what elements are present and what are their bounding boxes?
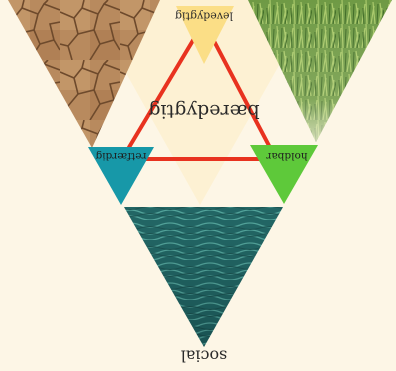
connector-triangle xyxy=(120,20,278,161)
left-vertex-marker xyxy=(88,147,154,205)
top-vertex-marker xyxy=(176,6,234,64)
right-vertex-marker xyxy=(250,145,318,204)
bottom-label: social xyxy=(181,347,228,366)
center-label: bæredygtig xyxy=(148,100,259,122)
water-image-shade xyxy=(124,207,283,347)
left-vertex-label: retfærdig xyxy=(95,150,146,162)
grass-image-fade xyxy=(248,0,392,142)
inner-triangle-panel xyxy=(85,0,316,205)
earth-image-panel xyxy=(8,0,160,148)
top-vertex-label: levedygtig xyxy=(175,10,233,23)
right-vertex-label: holdbar xyxy=(265,150,307,162)
